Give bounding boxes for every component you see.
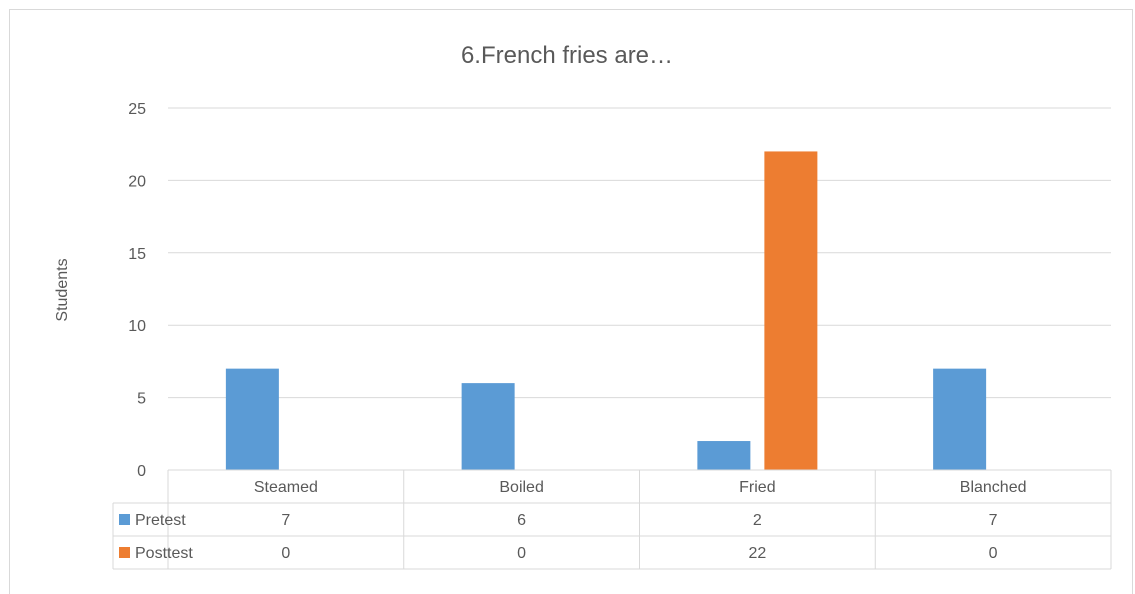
- data-table-value: 0: [281, 545, 290, 562]
- legend-label: Posttest: [135, 545, 193, 562]
- gridlines: [168, 107, 1111, 399]
- data-table-value: 2: [753, 512, 762, 529]
- y-tick-label: 25: [128, 101, 146, 118]
- bar-pretest: [225, 368, 279, 470]
- legend-key-pretest: [119, 514, 130, 525]
- category-label: Blanched: [960, 479, 1027, 496]
- y-axis-ticks: 0 5 10 15 20 25: [128, 101, 146, 480]
- data-table-value: 6: [517, 512, 526, 529]
- bar-pretest: [461, 383, 515, 470]
- data-table-value: 0: [989, 545, 998, 562]
- category-label: Steamed: [254, 479, 318, 496]
- chart-title: 6.French fries are…: [461, 42, 673, 69]
- bar-pretest: [933, 368, 987, 470]
- data-table-value: 22: [748, 545, 766, 562]
- y-tick-label: 20: [128, 173, 146, 190]
- data-table-value: 7: [989, 512, 998, 529]
- bar-posttest: [764, 151, 818, 470]
- y-tick-label: 15: [128, 246, 146, 263]
- category-label: Fried: [739, 479, 775, 496]
- category-label: Boiled: [499, 479, 543, 496]
- bar-pretest: [697, 441, 751, 470]
- y-axis-label: Students: [54, 258, 71, 321]
- data-table-value: 7: [281, 512, 290, 529]
- y-tick-label: 5: [137, 391, 146, 408]
- chart-frame: [9, 9, 1133, 594]
- data-table-value: 0: [517, 545, 526, 562]
- y-tick-label: 10: [128, 318, 146, 335]
- bars: [225, 151, 987, 470]
- data-table: Steamed Boiled Fried Blanched Pretest 7 6 2 7 Pos…: [112, 469, 1112, 570]
- legend-key-posttest: [119, 547, 130, 558]
- y-tick-label: 0: [137, 463, 146, 480]
- legend-label: Pretest: [135, 512, 186, 529]
